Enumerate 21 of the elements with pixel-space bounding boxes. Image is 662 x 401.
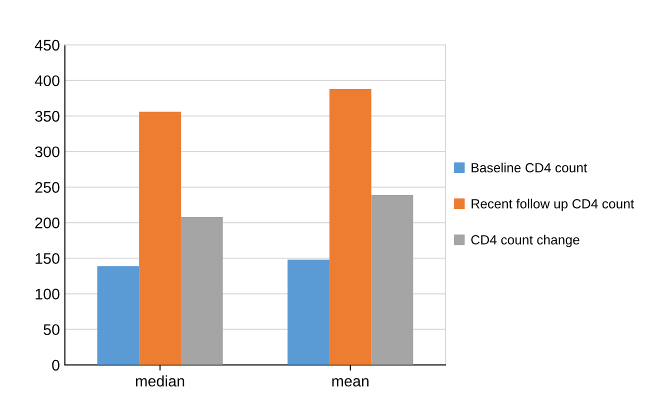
y-tick-label: 50 [44, 324, 60, 336]
bar [180, 217, 223, 365]
x-tick-label: median [136, 375, 184, 387]
x-tick-label: mean [332, 378, 368, 387]
legend-label: Recent follow up CD4 count [472, 198, 634, 212]
y-tick-label: 250 [35, 182, 60, 193]
y-tick-label: 450 [34, 40, 60, 51]
y-tick-label: 400 [34, 75, 60, 86]
bar [329, 89, 372, 365]
y-tick-label: 0 [52, 360, 60, 371]
legend-label: Baseline CD4 count [472, 162, 588, 172]
y-tick-label: 300 [35, 146, 60, 158]
y-tick-label: 350 [35, 110, 60, 122]
bar [371, 194, 414, 365]
y-tick-label: 150 [36, 253, 60, 264]
legend-label: CD4 count change [471, 234, 580, 248]
bar [139, 112, 181, 365]
y-tick-label: 100 [36, 288, 60, 300]
bar [97, 266, 140, 365]
y-tick-label: 200 [35, 218, 60, 228]
bar [288, 260, 330, 365]
